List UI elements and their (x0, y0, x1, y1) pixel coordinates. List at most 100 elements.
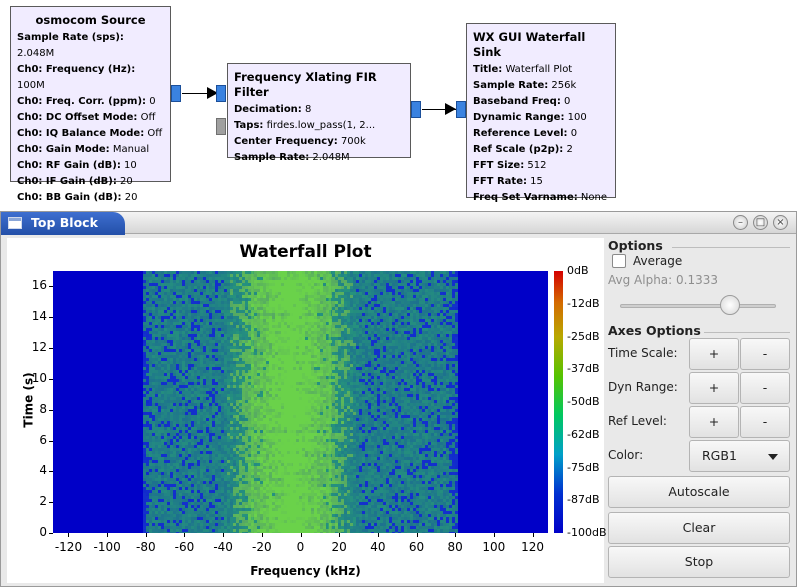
minimize-icon[interactable]: – (733, 215, 748, 230)
block-param-row: Freq Set Varname: None (473, 190, 609, 206)
filter-input-port[interactable] (216, 85, 226, 102)
x-tick-label: 120 (521, 540, 544, 554)
colorbar-tick-label: -75dB (567, 460, 600, 474)
block-param-row: Sample Rate: 256k (473, 78, 609, 94)
x-tick-label: -40 (213, 540, 233, 554)
block-param-row: Ch0: Frequency (Hz): 100M (17, 62, 164, 94)
param-name: Reference Level: (473, 128, 568, 139)
dyn-range-minus-button[interactable]: - (740, 372, 790, 404)
filter-output-port[interactable] (411, 101, 421, 118)
param-name: Sample Rate: (473, 80, 549, 91)
close-icon[interactable]: × (773, 215, 788, 230)
y-tick-label: 10 (31, 370, 47, 385)
source-output-port[interactable] (171, 85, 181, 102)
window-titlebar[interactable]: Top Block – □ × (1, 212, 796, 235)
filter-taps-port[interactable] (216, 118, 226, 135)
block-title: osmocom Source (35, 13, 146, 27)
ref-level-minus-button[interactable]: - (740, 406, 790, 438)
param-value: 15 (530, 176, 543, 187)
colorbar-tick-label: -87dB (567, 493, 600, 507)
stop-button[interactable]: Stop (608, 546, 790, 578)
time-scale-plus-button[interactable]: + (689, 338, 739, 370)
param-name: Sample Rate (sps): (17, 32, 124, 43)
y-tick-mark (49, 471, 53, 473)
y-tick-mark (49, 286, 53, 288)
carrier-line (251, 271, 254, 533)
param-name: Ch0: IQ Balance Mode: (17, 128, 145, 139)
param-value: 20 (124, 192, 138, 203)
block-param-row: Ch0: BB Gain (dB): 20 (17, 190, 164, 206)
param-value: 0 (149, 96, 156, 107)
time-scale-minus-button[interactable]: - (740, 338, 790, 370)
param-name: FFT Size: (473, 160, 525, 171)
x-tick-mark (184, 533, 186, 537)
param-value: 2.048M (312, 152, 350, 163)
y-tick-mark (49, 440, 53, 442)
window-title-tab: Top Block (1, 212, 125, 235)
colorbar-tick-label: -50dB (567, 395, 600, 408)
y-tick-mark (49, 317, 53, 319)
average-checkbox[interactable] (612, 254, 626, 268)
colorbar-tick-label: -25dB (567, 329, 600, 343)
x-tick-label: -20 (252, 540, 272, 554)
param-value: 20 (120, 176, 133, 187)
param-name: Taps: (234, 120, 264, 131)
param-value: 100M (17, 80, 45, 91)
y-tick-label: 2 (39, 494, 47, 509)
x-tick-label: 0 (296, 540, 305, 554)
waterfall-canvas[interactable] (53, 271, 548, 533)
y-tick-label: 4 (39, 463, 47, 478)
block-param-row: Sample Rate (sps): 2.048M (17, 30, 164, 62)
clear-button[interactable]: Clear (608, 512, 790, 544)
param-name: Ch0: Freq. Corr. (ppm): (17, 96, 147, 107)
average-label: Average (633, 254, 683, 268)
colorbar-tick-label: -100dB (567, 526, 607, 539)
color-label: Color: (608, 448, 644, 462)
param-name: Ch0: DC Offset Mode: (17, 112, 138, 123)
options-panel: Options Average Avg Alpha: 0.1333 Axes O… (608, 238, 791, 583)
plot-title: Waterfall Plot (239, 242, 372, 262)
osmocom-source-block[interactable]: osmocom Source Sample Rate (sps): 2.048M… (10, 6, 171, 203)
sink-input-port[interactable] (456, 101, 466, 118)
autoscale-button[interactable]: Autoscale (608, 476, 790, 508)
block-title: WX GUI Waterfall Sink (473, 30, 586, 59)
param-value: 0 (570, 128, 578, 139)
ref-level-plus-button[interactable]: + (689, 406, 739, 438)
block-param-row: Dynamic Range: 100 (473, 110, 609, 126)
block-param-row: Title: Waterfall Plot (473, 62, 609, 78)
y-tick-label: 12 (31, 340, 47, 355)
param-name: Ch0: IF Gain (dB): (17, 176, 117, 187)
time-scale-label: Time Scale: (608, 346, 678, 360)
maximize-icon[interactable]: □ (753, 215, 768, 230)
avg-alpha-slider-handle[interactable] (720, 295, 740, 315)
dyn-range-plus-button[interactable]: + (689, 372, 739, 404)
param-value: 256k (551, 80, 577, 91)
param-name: Center Frequency: (234, 136, 338, 147)
colorbar-tick-label: 0dB (567, 264, 589, 277)
x-tick-label: -120 (54, 540, 83, 554)
x-axis-label: Frequency (kHz) (250, 564, 361, 578)
param-name: FFT Rate: (473, 176, 527, 187)
x-tick-label: 20 (331, 540, 347, 554)
param-value: 8 (305, 104, 312, 115)
waterfall-image (53, 271, 548, 533)
connection-source-to-filter (182, 93, 218, 94)
separator (672, 247, 790, 248)
block-param-row: Ref Scale (p2p): 2 (473, 142, 609, 158)
color-select[interactable]: RGB1 (689, 440, 790, 472)
param-value: Off (147, 128, 163, 139)
wx-gui-waterfall-sink-block[interactable]: WX GUI Waterfall Sink Title: Waterfall P… (466, 23, 616, 203)
freq-xlating-filter-block[interactable]: Frequency Xlating FIR Filter Decimation:… (227, 63, 411, 163)
x-tick-label: 100 (482, 540, 506, 554)
x-tick-mark (223, 533, 225, 537)
window-title: Top Block (31, 215, 98, 230)
y-tick-mark (49, 533, 53, 534)
ref-level-label: Ref Level: (608, 414, 667, 428)
y-tick-mark (49, 409, 53, 411)
avg-alpha-label: Avg Alpha: 0.1333 (608, 273, 719, 287)
param-name: Decimation: (234, 104, 302, 115)
block-param-row: Reference Level: 0 (473, 126, 609, 142)
connection-arrow-icon (445, 103, 456, 115)
avg-alpha-slider-track[interactable] (620, 304, 776, 308)
colorbar (554, 271, 563, 533)
